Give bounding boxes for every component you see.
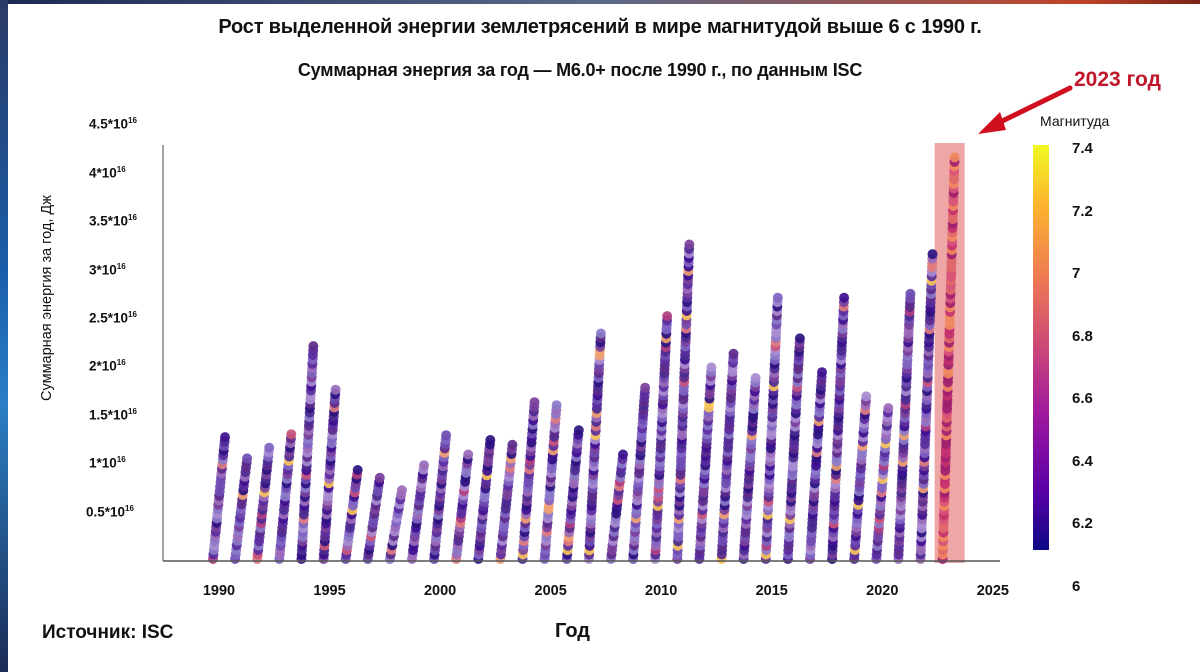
colorbar-tick-label: 6.4	[1072, 452, 1093, 470]
x-tick-label: 1990	[202, 583, 236, 599]
colorbar-title: Магнитуда	[1040, 113, 1110, 129]
x-tick-label: 2000	[423, 583, 457, 599]
x-tick-label: 2025	[976, 583, 1009, 599]
colorbar-tick-label: 6.6	[1072, 390, 1093, 407]
y-tick-label: 4*1016	[89, 164, 126, 181]
y-tick-label: 0.5*1016	[86, 503, 134, 520]
x-tick-label: 2020	[866, 583, 899, 599]
colorbar-tick-label: 7.2	[1072, 202, 1093, 220]
x-tick-label: 2010	[645, 583, 678, 599]
colorbar-tick-label: 6.2	[1072, 515, 1093, 532]
colorbar-tick-label: 7.4	[1072, 140, 1093, 157]
x-tick-label: 2015	[755, 583, 788, 599]
y-tick-label: 3*1016	[89, 261, 126, 278]
colorbar-tick-label: 6	[1072, 577, 1081, 595]
data-points	[208, 152, 960, 564]
annotation-2023-label: 2023 год	[1074, 68, 1161, 91]
y-tick-label: 2*1016	[89, 358, 126, 374]
y-tick-label: 3.5*1016	[89, 213, 137, 229]
source-label: Источник: ISC	[42, 622, 174, 643]
x-tick-label: 1995	[313, 583, 346, 599]
arrow-icon	[978, 85, 1073, 134]
video-frame-left	[0, 0, 8, 672]
x-axis-label: Год	[555, 620, 590, 642]
video-frame-top	[0, 0, 1200, 4]
y-tick-label: 4.5*1016	[89, 116, 137, 132]
x-tick-label: 2005	[534, 583, 567, 599]
colorbar-tick-label: 6.8	[1072, 327, 1093, 345]
colorbar	[1033, 145, 1049, 550]
y-tick-label: 1.5*1016	[89, 406, 137, 423]
colorbar-tick-label: 7	[1072, 265, 1081, 282]
y-tick-label: 1*1016	[89, 455, 126, 471]
chart-title: Рост выделенной энергии землетрясений в …	[218, 16, 982, 38]
chart-subtitle: Суммарная энергия за год — M6.0+ после 1…	[297, 60, 863, 80]
y-tick-label: 2.5*1016	[89, 310, 137, 326]
